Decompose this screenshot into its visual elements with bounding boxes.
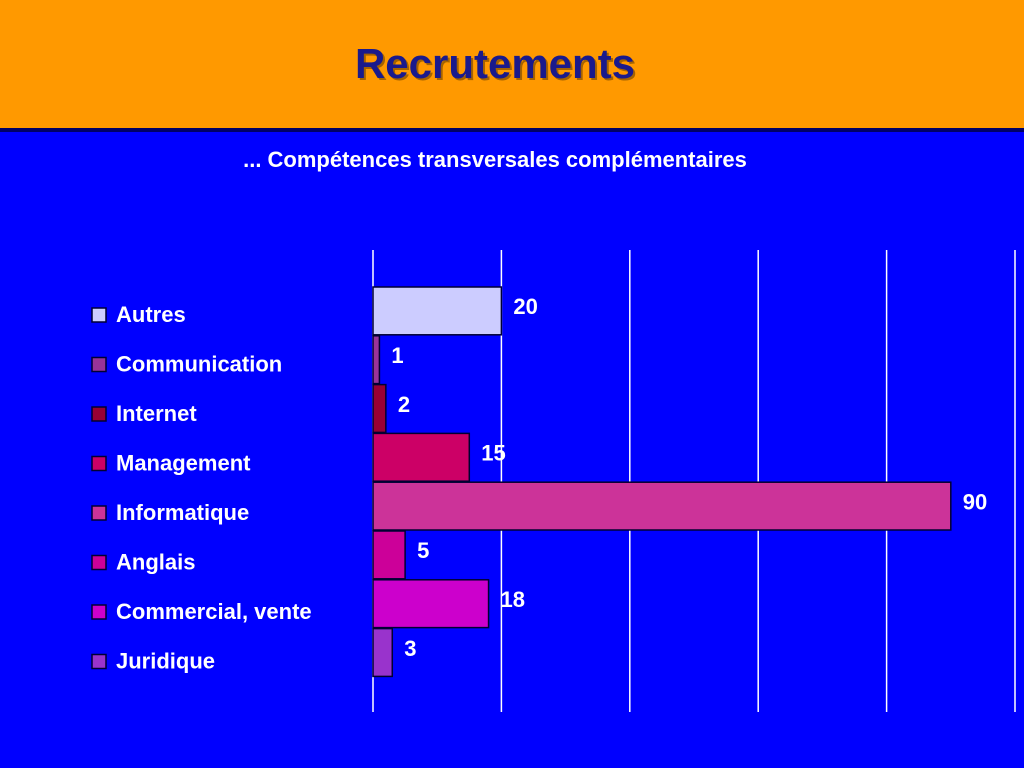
legend-label: Commercial, vente — [116, 599, 312, 624]
bar — [372, 579, 490, 629]
legend-swatch — [91, 554, 107, 571]
bar — [372, 481, 952, 531]
legend-label: Management — [116, 450, 251, 475]
title: Recrutements — [355, 40, 635, 87]
value-label: 3 — [404, 636, 416, 661]
legend-label: Juridique — [116, 648, 215, 673]
legend-swatch — [91, 455, 107, 472]
value-label: 2 — [398, 392, 410, 417]
value-label: 1 — [391, 343, 403, 368]
legend-label: Anglais — [116, 549, 195, 574]
header-rule — [0, 128, 1024, 132]
legend-label: Informatique — [116, 500, 249, 525]
bar — [372, 335, 381, 385]
legend-swatch — [91, 604, 107, 620]
bar — [372, 627, 394, 678]
legend-label: Internet — [116, 401, 197, 426]
legend-swatch — [91, 653, 107, 670]
legend-swatch — [91, 307, 107, 323]
header — [0, 0, 1024, 128]
value-label: 18 — [501, 587, 525, 612]
value-label: 15 — [481, 441, 505, 466]
bar — [372, 383, 387, 434]
legend-label: Communication — [116, 351, 282, 376]
value-label: 90 — [963, 489, 987, 514]
title-shadow: Recrutements — [357, 42, 637, 89]
legend-swatch — [91, 356, 107, 373]
value-label: 20 — [513, 294, 537, 319]
subtitle: ... Compétences transversales complément… — [243, 147, 747, 172]
legend-label: Autres — [116, 302, 186, 327]
value-label: 5 — [417, 538, 429, 563]
bar — [372, 432, 471, 482]
legend-swatch — [91, 505, 107, 521]
bar — [372, 286, 503, 336]
legend-swatch — [91, 406, 107, 422]
bar — [372, 530, 406, 580]
